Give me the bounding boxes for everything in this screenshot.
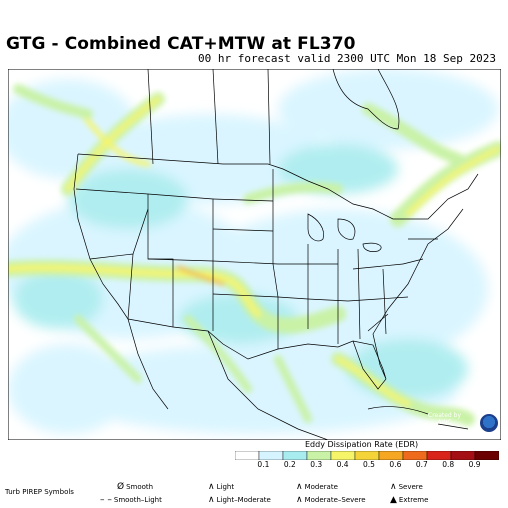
pirep-symbol-moderate-severe: ∧ Moderate–Severe [296,495,366,505]
pirep-symbol-light-moderate: ∧ Light–Moderate [208,495,271,505]
edr-tick-label: 0.1 [257,460,270,469]
pirep-label-moderate: Moderate [304,483,338,491]
pirep-label-light-moderate: Light–Moderate [216,496,271,504]
legend-title: Eddy Dissipation Rate (EDR) [305,440,419,449]
severe-icon: ∧ [390,482,397,492]
edr-scale-swatch [330,451,356,460]
edr-tick-label: 0.2 [283,460,296,469]
pirep-title: Turb PIREP Symbols [5,488,74,496]
edr-scale-swatch [378,451,404,460]
pirep-label-severe: Severe [398,483,423,491]
pirep-symbol-light: ∧ Light [208,482,234,492]
edr-scale-swatch [450,451,476,460]
turbulence-map [8,69,501,440]
edr-tick-label: 0.4 [336,460,349,469]
pirep-symbol-severe: ∧ Severe [390,482,423,492]
edr-scale-swatch [354,451,380,460]
edr-tick-label: 0.9 [468,460,481,469]
edr-scale-swatch [282,451,308,460]
edr-tick-label: 0.5 [363,460,375,469]
pirep-symbol-moderate: ∧ Moderate [296,482,338,492]
edr-tick-label: 0.8 [442,460,455,469]
light-moderate-icon: ∧ [208,495,215,505]
edr-color-scale [235,451,499,460]
edr-scale-swatch [426,451,452,460]
pirep-symbol-smooth: Ø Smooth [117,482,153,492]
page-title: GTG - Combined CAT+MTW at FL370 [6,34,356,54]
extreme-icon: ▲ [390,495,397,505]
edr-scale-swatch [306,451,332,460]
credit-line-1: Created by [428,412,462,419]
pirep-symbol-extreme: ▲ Extreme [390,495,428,505]
forecast-valid-time: 00 hr forecast valid 2300 UTC Mon 18 Sep… [197,52,496,65]
pirep-label-smooth: Smooth [126,483,154,491]
smooth-light-icon: – – [100,495,112,505]
pirep-label-smooth-light: Smooth–Light [113,496,162,504]
map-boundaries [73,69,479,440]
pirep-label-light: Light [216,483,235,491]
edr-scale-swatch [235,451,260,460]
edr-scale-labels: 0.1 0.2 0.3 0.4 0.5 0.6 0.7 0.8 0.9 [235,460,499,470]
edr-tick-label: 0.6 [389,460,402,469]
edr-scale-swatch [402,451,428,460]
edr-scale-swatch [474,451,499,460]
pirep-label-moderate-severe: Moderate–Severe [304,496,366,504]
credit-text: Created by AWC [428,412,461,426]
moderate-severe-icon: ∧ [296,495,303,505]
smooth-icon: Ø [117,482,125,492]
edr-tick-label: 0.7 [415,460,428,469]
edr-scale-swatch [258,451,284,460]
credit-line-2: AWC [437,419,452,426]
pirep-label-extreme: Extreme [398,496,429,504]
pirep-symbol-smooth-light: – – Smooth–Light [100,495,162,505]
light-icon: ∧ [208,482,215,492]
edr-bands [8,84,501,426]
noaa-logo-icon [479,413,499,433]
edr-tick-label: 0.3 [310,460,323,469]
moderate-icon: ∧ [296,482,303,492]
